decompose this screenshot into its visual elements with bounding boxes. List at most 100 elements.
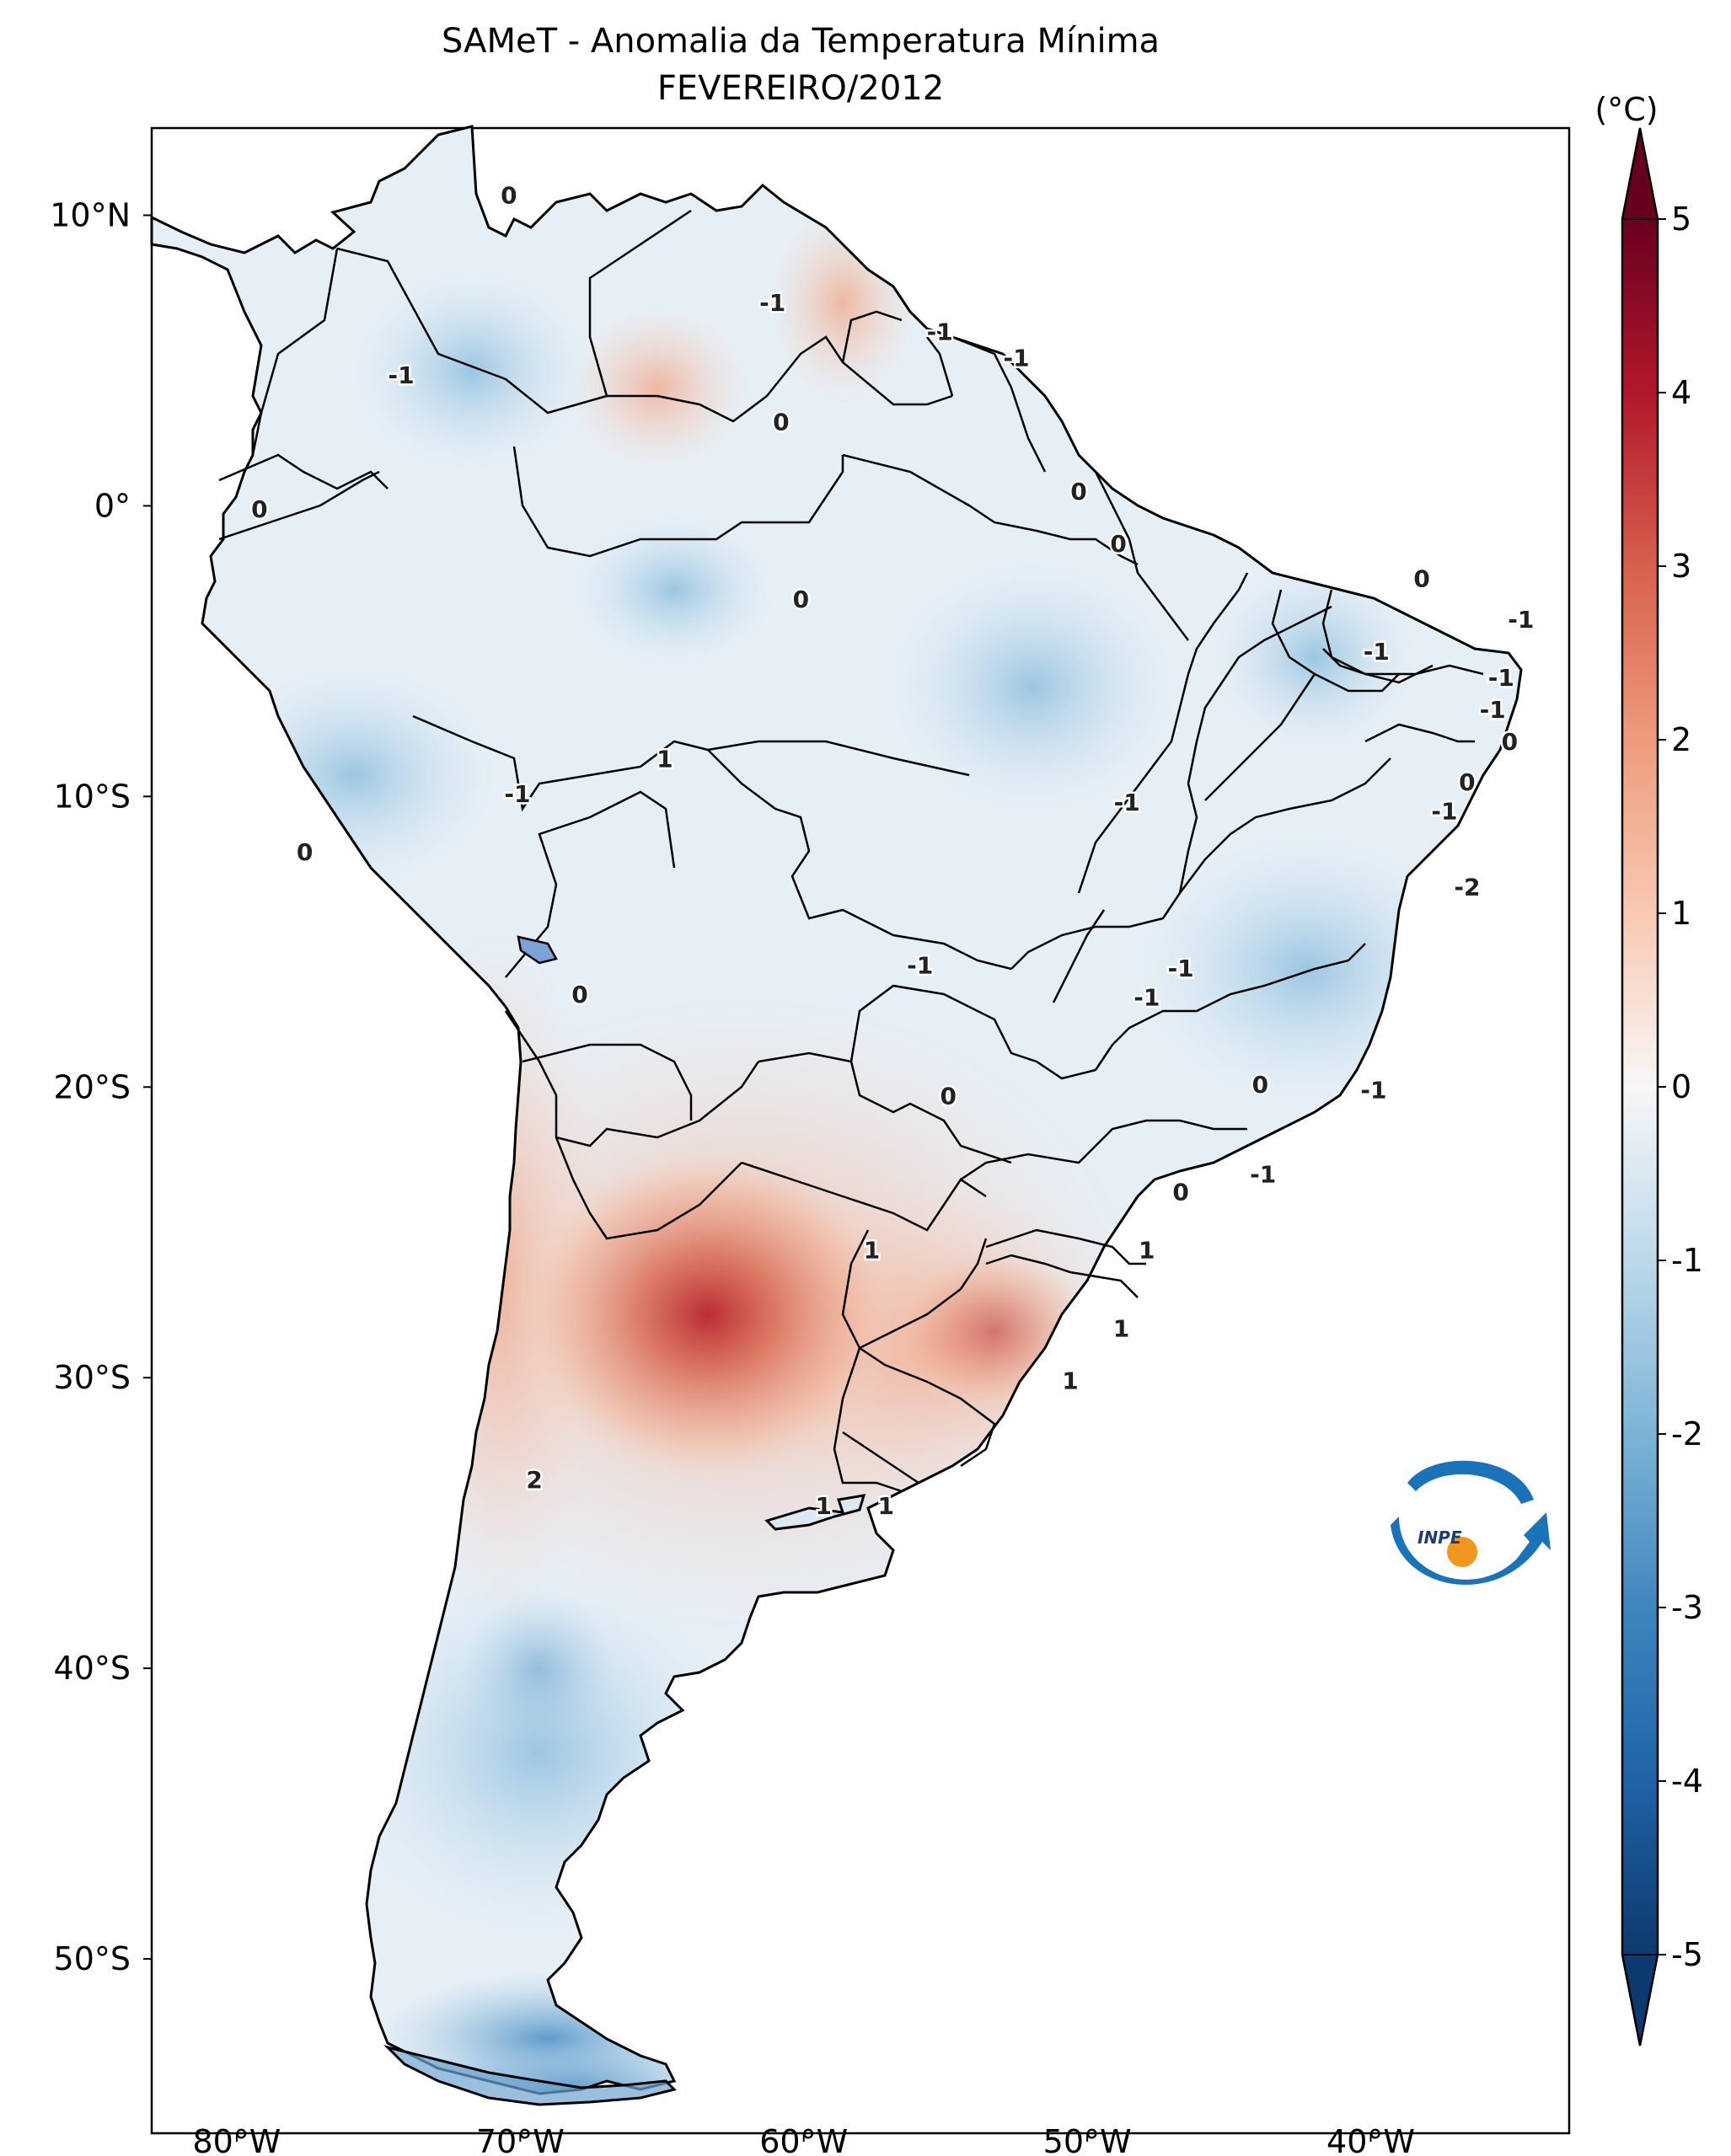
country-border bbox=[522, 1043, 693, 1121]
contour-label: -1 bbox=[1360, 1077, 1386, 1105]
country-border bbox=[1077, 572, 1249, 894]
country-border bbox=[1010, 757, 1391, 970]
colorbar-tick-label: -4 bbox=[1671, 1763, 1703, 1800]
contour-label: 1 bbox=[1113, 1315, 1129, 1343]
contour-label: -1 bbox=[1364, 638, 1390, 666]
country-border bbox=[985, 1228, 1146, 1265]
contour-label: -1 bbox=[759, 289, 785, 317]
contour-label: -1 bbox=[1480, 696, 1506, 724]
contour-label: 0 bbox=[1070, 478, 1086, 506]
contour-label: -1 bbox=[1488, 664, 1514, 692]
country-border bbox=[849, 984, 1096, 1080]
inpe-logo-text: INPE bbox=[1417, 1527, 1462, 1548]
country-border bbox=[960, 1145, 1096, 1181]
map-subtitle: FEVEREIRO/2012 bbox=[656, 69, 945, 108]
tierra-del-fuego-outline bbox=[383, 2045, 677, 2106]
country-border bbox=[842, 453, 1139, 566]
contour-label: 1 bbox=[1062, 1367, 1078, 1395]
colorbar-tick-label: 3 bbox=[1671, 548, 1691, 585]
contour-label: -2 bbox=[1454, 873, 1480, 901]
country-border bbox=[218, 470, 380, 541]
contour-label: -1 bbox=[1133, 983, 1160, 1011]
country-border bbox=[951, 335, 1047, 473]
contour-label: 0 bbox=[1110, 530, 1126, 558]
contour-label: 0 bbox=[571, 981, 587, 1008]
lat-tick-label: 40°S bbox=[54, 1650, 131, 1687]
country-border bbox=[336, 209, 692, 415]
colorbar-unit: (°C) bbox=[1594, 91, 1658, 128]
country-border bbox=[841, 1229, 988, 1350]
lat-tick-label: 0° bbox=[94, 487, 131, 524]
contour-label: 0 bbox=[1459, 768, 1475, 796]
country-border bbox=[1364, 723, 1475, 743]
contour-label: -1 bbox=[1508, 606, 1534, 634]
map-title: SAMeT - Anomalia da Temperatura Mínima bbox=[441, 22, 1160, 61]
contour-label: 0 bbox=[1252, 1071, 1268, 1099]
country-border bbox=[1204, 673, 1316, 801]
country-border bbox=[859, 1346, 996, 1468]
lat-tick-label: 10°S bbox=[54, 778, 131, 815]
colorbar-tick-label: -3 bbox=[1671, 1589, 1703, 1626]
colorbar-tick-label: -2 bbox=[1671, 1415, 1703, 1452]
country-border bbox=[1095, 1119, 1247, 1147]
country-border bbox=[926, 336, 954, 397]
contour-label: 1 bbox=[656, 745, 673, 773]
colorbar-max-extend bbox=[1621, 127, 1659, 220]
contour-label: 0 bbox=[1502, 728, 1518, 756]
country-border bbox=[707, 749, 1012, 971]
country-border bbox=[985, 1254, 1139, 1298]
country-border bbox=[1178, 605, 1332, 894]
colorbar-tick-label: 0 bbox=[1671, 1068, 1691, 1105]
lat-tick-label: 10°N bbox=[50, 196, 131, 233]
colorbar: 5 4 3 2 1 0 -1 -2 -3 -4 -5 (°C) bbox=[1594, 91, 1703, 2046]
south-america-coastline bbox=[150, 125, 1523, 2095]
contour-label: 0 bbox=[793, 586, 809, 613]
country-border bbox=[555, 1137, 742, 1240]
contour-label: -1 bbox=[1003, 344, 1029, 372]
country-border bbox=[1094, 471, 1189, 641]
country-borders bbox=[218, 209, 1484, 1493]
lat-tick-label: 30°S bbox=[54, 1359, 131, 1396]
lake-titicaca bbox=[517, 935, 558, 965]
country-border bbox=[504, 1010, 760, 1148]
contour-label: -1 bbox=[1250, 1161, 1276, 1189]
contour-label: 0 bbox=[297, 838, 313, 866]
colorbar-tick-label: 1 bbox=[1671, 895, 1691, 932]
country-border bbox=[1094, 943, 1366, 1071]
country-border bbox=[842, 1431, 919, 1485]
contour-label: 0 bbox=[251, 495, 267, 523]
colorbar-min-extend bbox=[1621, 1954, 1659, 2046]
country-border bbox=[833, 1347, 903, 1493]
contour-label: -1 bbox=[927, 318, 953, 345]
country-border bbox=[412, 714, 709, 812]
country-border bbox=[1322, 648, 1484, 676]
contour-label: 1 bbox=[864, 1236, 880, 1264]
country-border bbox=[758, 1051, 1012, 1164]
colorbar-tick-label: -5 bbox=[1671, 1936, 1703, 1973]
contour-label: 1 bbox=[816, 1492, 832, 1520]
colorbar-gradient bbox=[1622, 219, 1658, 1955]
country-border bbox=[607, 335, 953, 423]
contour-label: 0 bbox=[501, 181, 517, 209]
contour-label: 0 bbox=[1413, 565, 1429, 593]
country-border bbox=[707, 740, 970, 777]
country-border bbox=[505, 790, 676, 978]
lat-tick-label: 50°S bbox=[54, 1940, 131, 1977]
contour-label: 2 bbox=[526, 1466, 542, 1494]
inpe-logo: INPE bbox=[1391, 1460, 1551, 1585]
contour-label: 0 bbox=[1172, 1178, 1188, 1206]
colorbar-tick-label: 4 bbox=[1671, 374, 1691, 411]
country-border bbox=[512, 446, 844, 558]
contour-label: -1 bbox=[1431, 798, 1457, 826]
contour-label: 1 bbox=[878, 1492, 894, 1520]
contour-label: -1 bbox=[504, 780, 530, 808]
country-border bbox=[1321, 589, 1434, 684]
contour-label: -1 bbox=[388, 361, 414, 389]
contour-label: 1 bbox=[1139, 1236, 1155, 1264]
axis-tick-labels: 10°N0°10°S20°S30°S40°S50°S80°W 70°W 60°W 50… bbox=[50, 196, 1415, 2156]
contour-label: -1 bbox=[1168, 955, 1194, 982]
colorbar-tick-label: 5 bbox=[1671, 201, 1691, 238]
country-border bbox=[841, 310, 903, 363]
